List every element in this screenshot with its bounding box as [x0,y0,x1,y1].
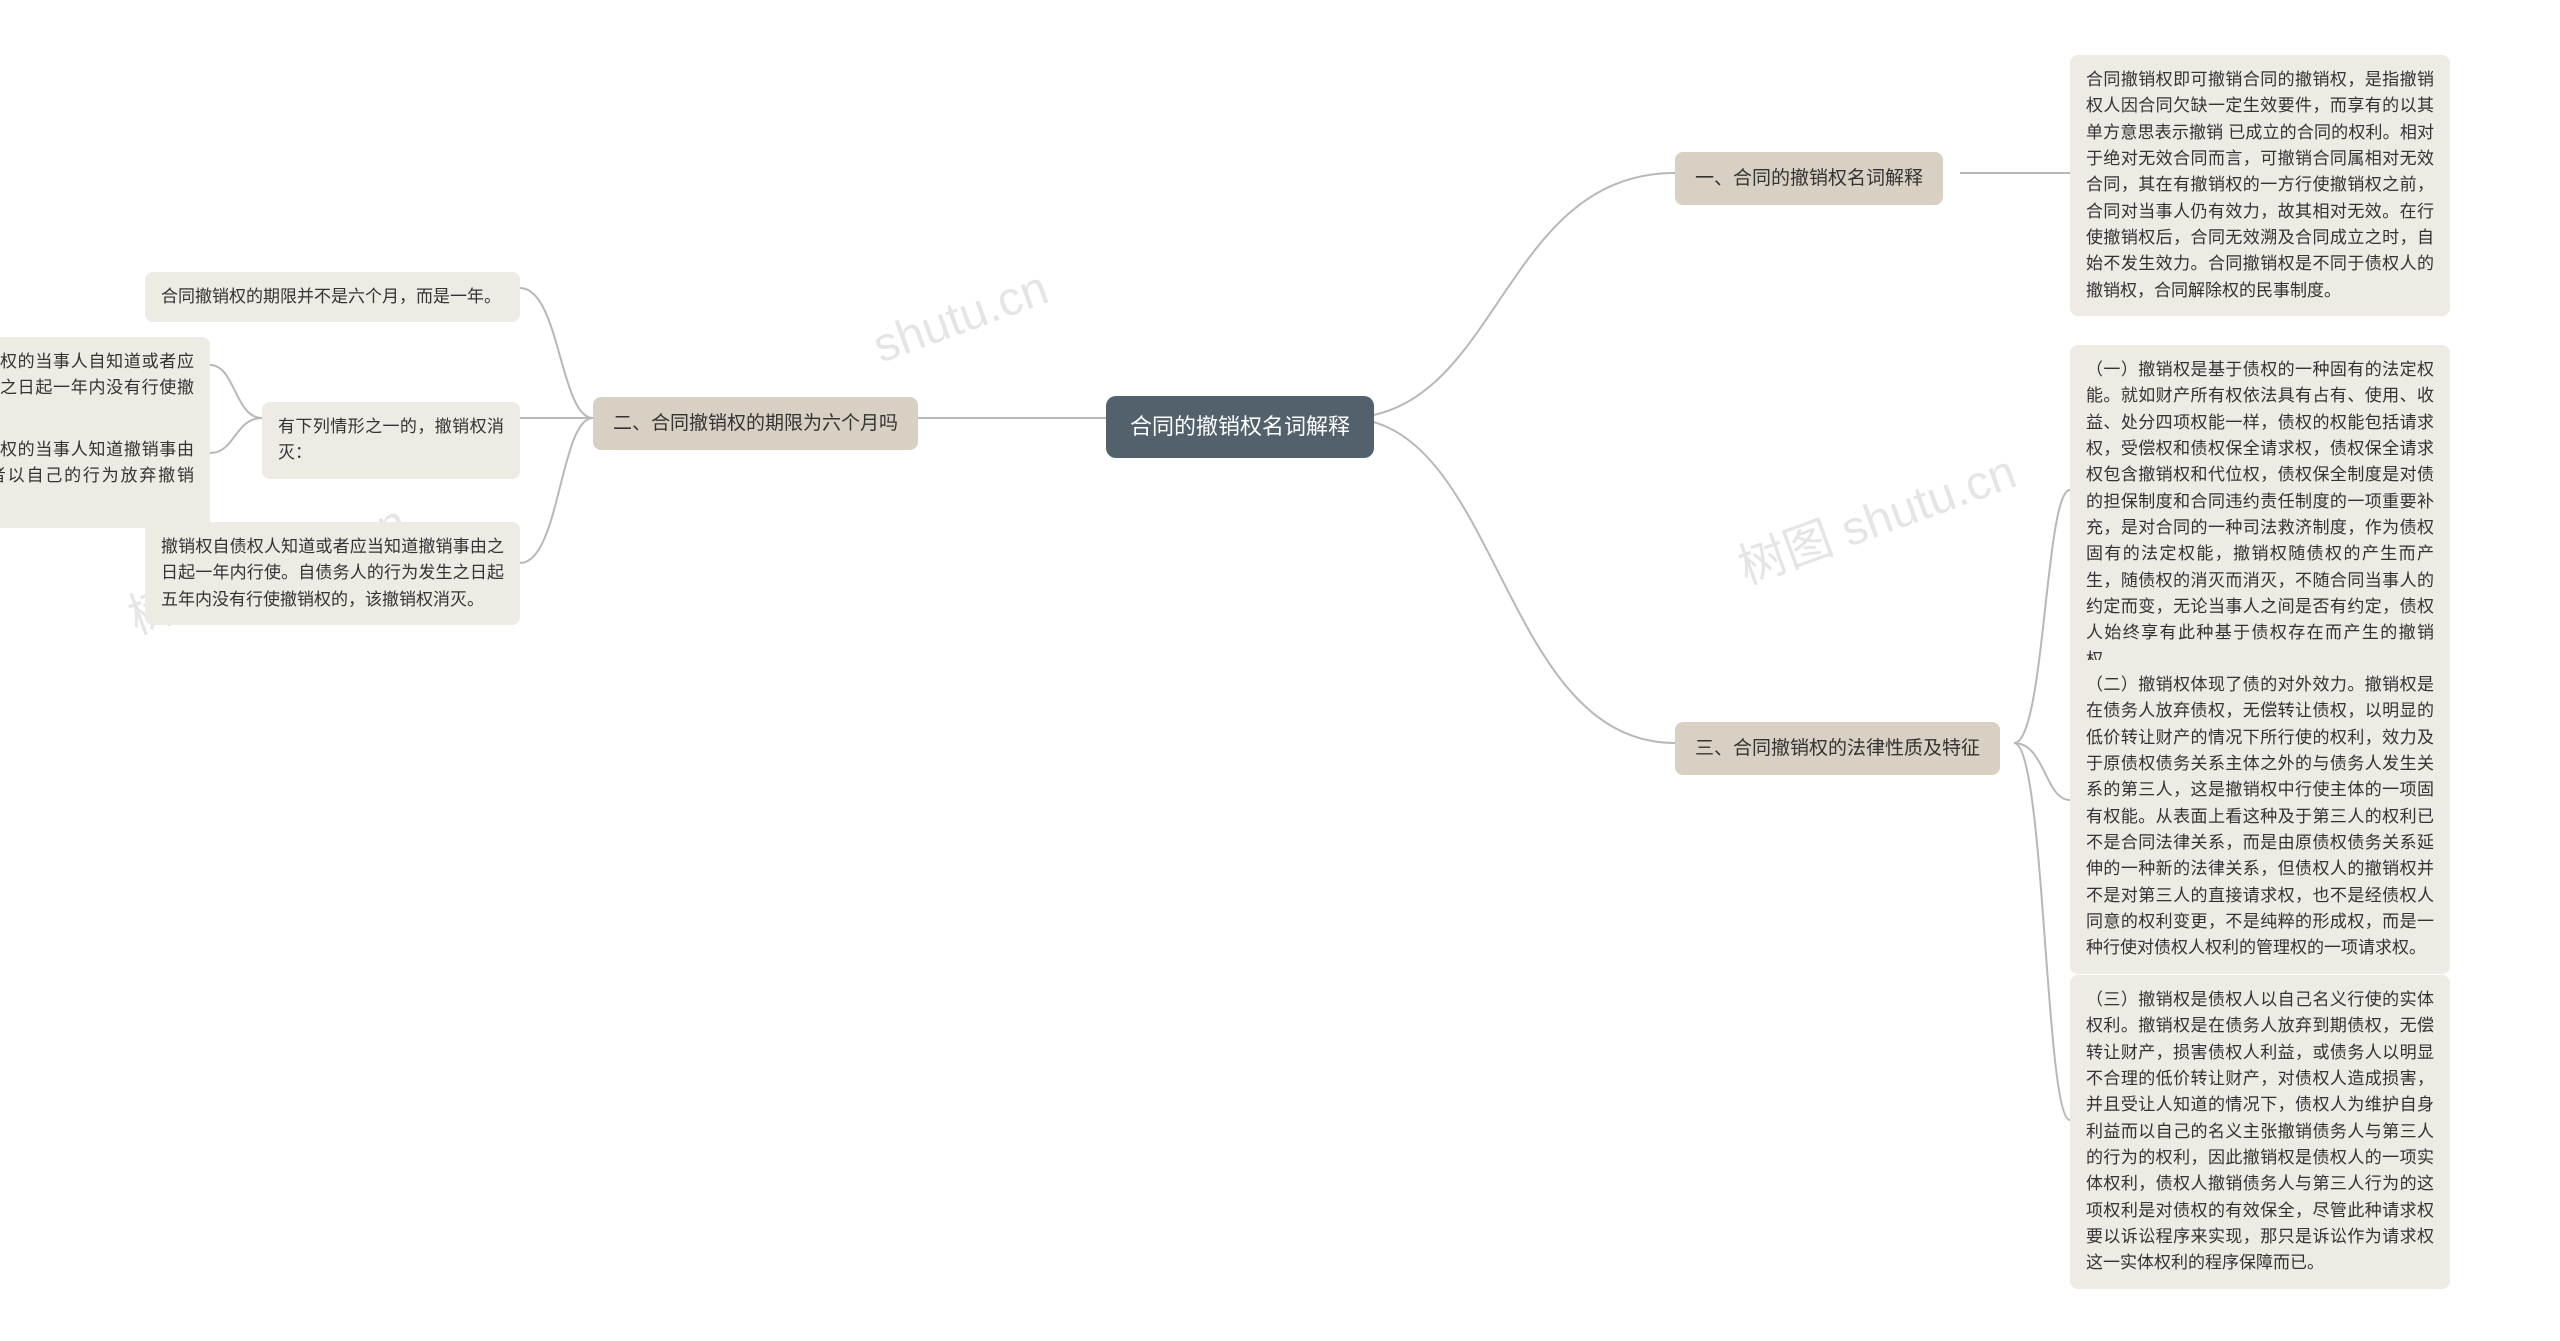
section-1: 一、合同的撤销权名词解释 [1675,152,1943,205]
section-3: 三、合同撤销权的法律性质及特征 [1675,722,2000,775]
watermark: shutu.cn [866,261,1055,375]
section-2-sub-2: （二）具有撤销权的当事人知道撤销事由后明确表示或者以自己的行为放弃撤销权。" [0,425,210,528]
section-2-leaf-3: 撤销权自债权人知道或者应当知道撤销事由之日起一年内行使。自债务人的行为发生之日起… [145,522,520,625]
section-3-leaf-1: （一）撤销权是基于债权的一种固有的法定权能。就如财产所有权依法具有占有、使用、收… [2070,345,2450,685]
watermark: 树图 shutu.cn [1727,432,2024,597]
section-2-leaf-1: 合同撤销权的期限并不是六个月，而是一年。 [145,272,520,322]
section-1-leaf-1: 合同撤销权即可撤销合同的撤销权，是指撤销权人因合同欠缺一定生效要件，而享有的以其… [2070,55,2450,316]
central-node: 合同的撤销权名词解释 [1106,396,1374,458]
section-3-leaf-3: （三）撤销权是债权人以自己名义行使的实体权利。撤销权是在债务人放弃到期债权，无偿… [2070,975,2450,1289]
section-2: 二、合同撤销权的期限为六个月吗 [593,397,918,450]
section-2-mid: 有下列情形之一的，撤销权消灭： [262,402,520,479]
section-3-leaf-2: （二）撤销权体现了债的对外效力。撤销权是在债务人放弃债权，无偿转让债权，以明显的… [2070,660,2450,974]
